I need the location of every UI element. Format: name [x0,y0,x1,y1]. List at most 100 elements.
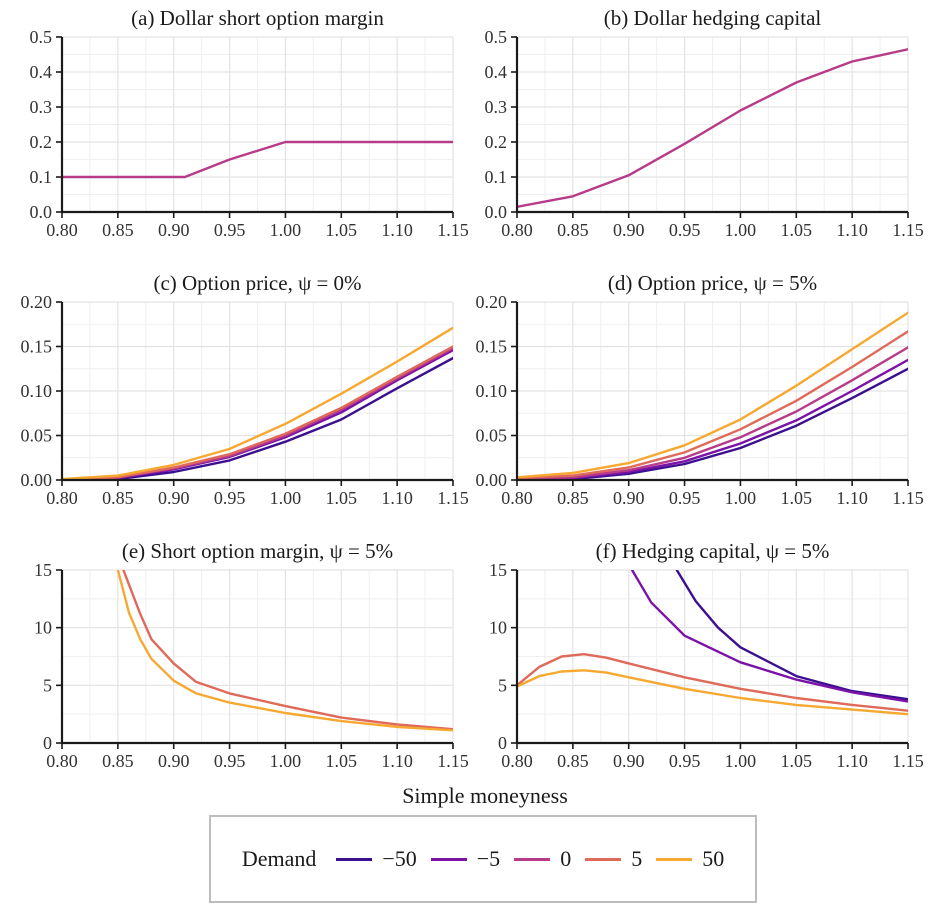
y-tick-label: 0.0 [485,202,508,222]
y-tick-label: 0.10 [21,381,53,401]
y-tick-label: 0.1 [485,167,508,187]
y-tick-label: 0.00 [476,470,508,490]
x-tick-label: 1.10 [381,488,413,508]
legend-swatch [585,857,622,861]
x-tick-label: 1.15 [437,488,469,508]
x-tick-label: 0.95 [214,488,246,508]
x-tick-label: 0.80 [501,751,533,771]
y-tick-label: 0.05 [476,426,508,446]
y-tick-label: 0.5 [485,27,508,47]
x-tick-label: 1.15 [892,751,924,771]
x-tick-label: 0.80 [501,488,533,508]
series-line [122,570,453,731]
x-tick-label: 0.90 [158,751,190,771]
legend-item: −5 [430,846,501,872]
x-tick-label: 0.85 [102,220,134,240]
y-tick-label: 0.1 [30,167,53,187]
series-line [630,570,908,703]
x-tick-label: 1.00 [725,220,757,240]
x-tick-label: 1.05 [326,488,358,508]
x-tick-label: 1.00 [725,751,757,771]
series-line [517,311,908,479]
series-line [517,330,908,480]
x-tick-label: 0.95 [214,751,246,771]
y-tick-label: 0.15 [476,337,508,357]
y-tick-label: 0.10 [476,381,508,401]
x-tick-label: 1.00 [270,220,302,240]
y-tick-label: 5 [43,675,52,695]
x-tick-label: 0.95 [214,220,246,240]
panel-title: (e) Short option margin, ψ = 5% [122,539,393,563]
x-tick-label: 0.85 [557,220,589,240]
series-line [517,48,908,208]
legend-label: 0 [560,846,572,871]
panel: 0.80 0.85 0.90 0.95 1.00 1.05 1.10 1.15 0 5 10 15 (e… [34,539,469,771]
legend-label: −50 [382,846,417,871]
x-tick-label: 0.80 [46,220,78,240]
series-line [116,570,453,732]
panel-title: (b) Dollar hedging capital [604,6,822,30]
panel: 0.80 0.85 0.90 0.95 1.00 1.05 1.10 1.15 0.00 0.05… [21,271,469,508]
x-tick-label: 1.10 [836,751,868,771]
y-tick-label: 15 [34,560,52,580]
panel-title: (f) Hedging capital, ψ = 5% [596,539,830,563]
x-tick-label: 0.85 [557,751,589,771]
y-tick-label: 0.5 [30,27,53,47]
x-tick-label: 1.05 [781,751,813,771]
x-tick-label: 0.85 [102,488,134,508]
legend-label: 50 [702,846,725,871]
y-tick-label: 0.00 [21,470,53,490]
legend-item: 0 [514,846,571,872]
legend-label: −5 [476,846,501,871]
panel: 0.80 0.85 0.90 0.95 1.00 1.05 1.10 1.15 0.0 0.1 0.… [30,6,469,240]
y-tick-label: 0 [43,733,52,753]
x-tick-label: 0.80 [46,488,78,508]
y-tick-label: 5 [498,675,507,695]
x-tick-label: 1.05 [326,220,358,240]
y-tick-label: 0.2 [30,132,53,152]
y-tick-label: 0.3 [30,97,53,117]
x-axis-title: Simple moneyness [402,783,568,808]
legend-label: 5 [631,846,643,871]
series-line [517,346,908,480]
legend-swatch [514,857,551,861]
x-tick-label: 1.10 [381,751,413,771]
x-tick-label: 0.95 [669,220,701,240]
y-tick-label: 0.4 [485,62,508,82]
x-tick-label: 1.05 [781,220,813,240]
y-tick-label: 15 [489,560,507,580]
x-tick-label: 0.90 [613,751,645,771]
legend-item: −50 [336,846,417,872]
legend-item: 5 [585,846,642,872]
y-tick-label: 10 [34,618,52,638]
y-tick-label: 0.0 [30,202,53,222]
legend-swatch [656,857,693,861]
y-tick-label: 0.2 [485,132,508,152]
x-tick-label: 1.10 [836,220,868,240]
x-tick-label: 1.10 [836,488,868,508]
legend-item: 50 [656,846,724,872]
x-tick-label: 0.85 [102,751,134,771]
x-tick-label: 0.90 [613,488,645,508]
y-tick-label: 0.15 [21,337,53,357]
x-tick-label: 0.90 [158,220,190,240]
legend-title: Demand [241,846,317,871]
x-tick-label: 0.90 [613,220,645,240]
x-tick-label: 1.00 [270,751,302,771]
panel: 0.80 0.85 0.90 0.95 1.00 1.05 1.10 1.15 0 5 10 15 (f… [489,539,924,771]
x-tick-label: 0.80 [501,220,533,240]
panel: 0.80 0.85 0.90 0.95 1.00 1.05 1.10 1.15 0.0 0.1 0.… [485,6,924,240]
series-line [517,653,908,712]
x-tick-label: 0.90 [158,488,190,508]
x-tick-label: 0.95 [669,751,701,771]
y-tick-label: 0.20 [21,292,53,312]
x-tick-label: 1.05 [326,751,358,771]
x-tick-label: 1.15 [892,488,924,508]
y-tick-label: 10 [489,618,507,638]
y-tick-label: 0.4 [30,62,53,82]
legend: Demand −50 −5 0 5 50 [209,815,757,903]
x-tick-label: 0.85 [557,488,589,508]
panel-title: (a) Dollar short option margin [131,6,384,30]
series-line [62,326,453,480]
y-tick-label: 0.20 [476,292,508,312]
